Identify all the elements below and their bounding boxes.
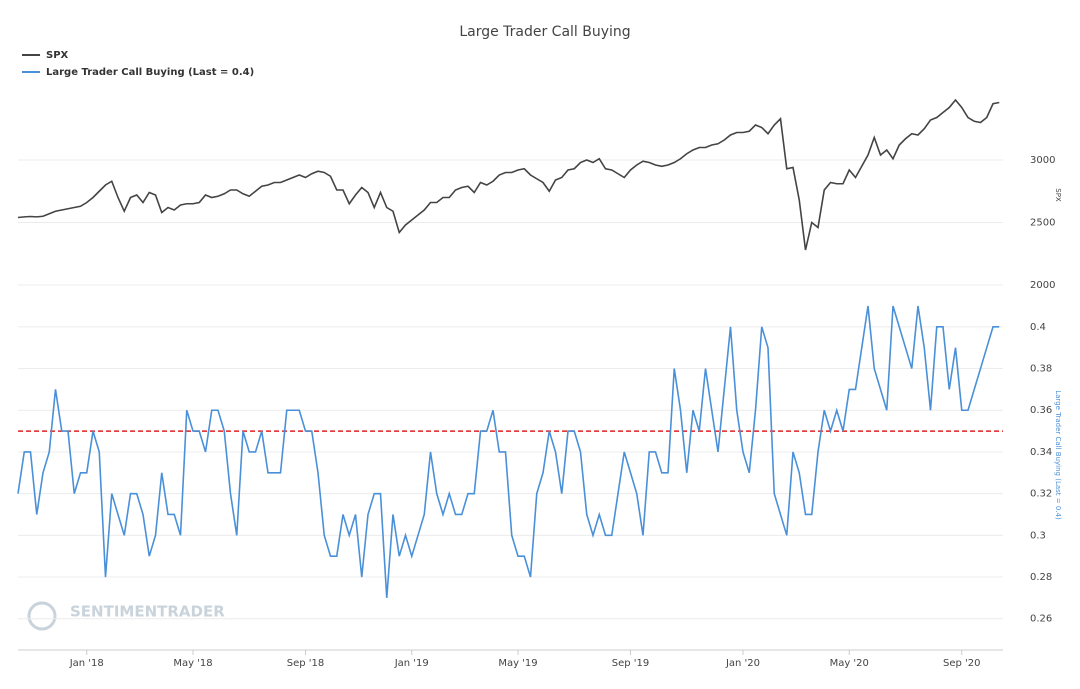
x-tick-label: Jan '18 [69,658,104,669]
chart-title: Large Trader Call Buying [459,24,630,40]
x-tick-label: Sep '20 [943,658,981,669]
y-tick-label: 3000 [1030,155,1055,166]
y2-tick-label: 0.32 [1030,489,1052,500]
y2-tick-label: 0.3 [1030,530,1046,541]
series-line [17,98,1000,251]
watermark-icon [27,601,57,631]
legend-label: Large Trader Call Buying (Last = 0.4) [46,67,254,78]
y2-tick-label: 0.38 [1030,364,1052,375]
y2-axis-title: Large Trader Call Buying (Last = 0.4) [1054,390,1062,520]
legend-label: SPX [46,50,69,61]
y2-tick-label: 0.28 [1030,572,1052,583]
y-axis-title: SPX [1054,188,1062,202]
watermark: SENTIMENTRADER [70,603,225,621]
x-tick-label: May '18 [173,658,212,669]
x-tick-label: May '20 [830,658,869,669]
x-tick-label: Sep '18 [287,658,325,669]
series-line [17,305,1000,598]
y-tick-label: 2500 [1030,218,1055,229]
x-tick-label: Jan '19 [394,658,429,669]
y2-tick-label: 0.26 [1030,614,1052,625]
y2-tick-label: 0.4 [1030,322,1046,333]
y2-tick-label: 0.34 [1030,447,1052,458]
y2-tick-label: 0.36 [1030,405,1052,416]
x-tick-label: May '19 [498,658,537,669]
x-tick-label: Sep '19 [612,658,650,669]
x-tick-label: Jan '20 [725,658,760,669]
y-tick-label: 2000 [1030,280,1055,291]
